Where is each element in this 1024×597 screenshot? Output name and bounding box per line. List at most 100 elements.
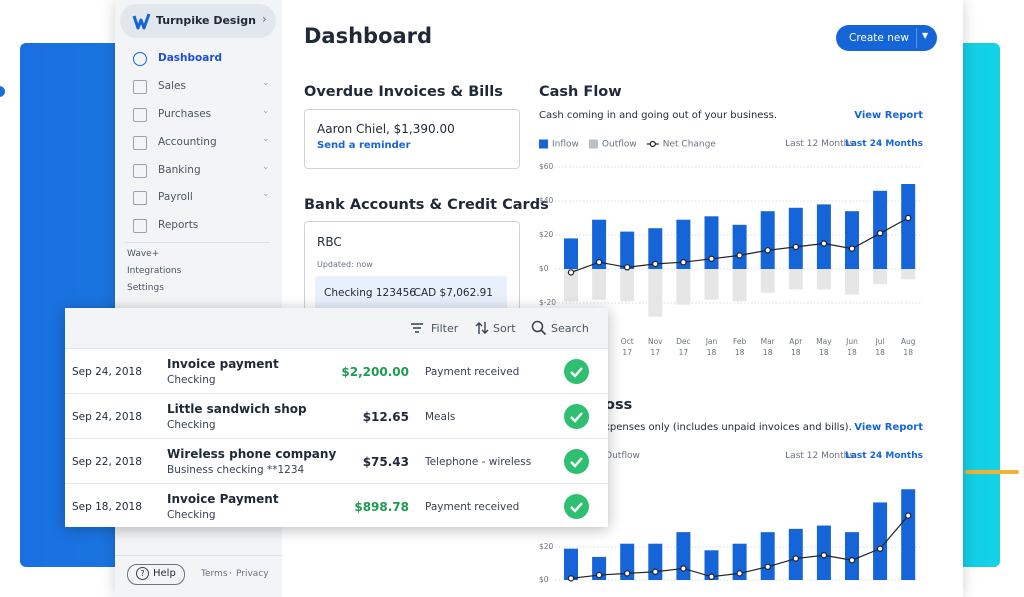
nav-item[interactable]: Reports [158,219,199,231]
range-active[interactable]: Last 24 Months [845,451,923,461]
sidebar-link[interactable]: Integrations [127,266,182,276]
bar [873,269,888,285]
view-report[interactable]: View Report [854,422,923,433]
logo [132,13,151,30]
account: Checking [167,509,216,521]
nav-item[interactable]: Accounting [158,136,217,148]
point [595,571,603,579]
y-tick-label: $-20 [539,298,556,307]
bar [901,269,916,280]
range[interactable]: Last 12 Months [785,139,854,149]
sidebar-link[interactable]: Settings [127,283,164,293]
point [595,259,603,266]
subtitle: xpenses only (includes unpaid invoices a… [604,422,852,433]
company-switcher[interactable]: Turnpike Design › [120,4,276,38]
range[interactable]: Last 12 Months [785,451,854,461]
point [764,563,771,571]
updated: Updated: now [317,260,373,269]
bar [620,543,635,580]
check [570,367,583,378]
filter[interactable]: Filter [431,322,459,335]
point [708,573,715,580]
nav-icon [133,219,147,233]
status-check [564,404,589,429]
bar [592,556,607,580]
section-title: Overdue Invoices & Bills [304,84,503,100]
sidebar-link[interactable]: Wave+ [127,249,160,259]
transaction-row[interactable]: Sep 18, 2018 Invoice Payment Checking $898.… [65,483,608,527]
search[interactable]: Search [551,322,589,335]
x-tick-label: 18 [847,348,857,357]
separator: · [229,569,232,579]
status-check [564,359,589,384]
view-report[interactable]: View Report [854,110,923,121]
transaction-row[interactable]: Sep 24, 2018 Invoice payment Checking $2,20… [65,348,608,394]
date: Sep 24, 2018 [72,411,142,423]
range-active[interactable]: Last 24 Months [845,139,923,149]
point [680,259,687,266]
x-tick-label: Jan [705,337,718,346]
x-tick-label: 18 [875,348,885,357]
point [680,565,687,572]
y-tick-label: $60 [539,162,554,171]
decor-dot [0,86,5,97]
nav-item[interactable]: Payroll [158,191,193,203]
help-label: Help [153,568,176,579]
reminder-link[interactable]: Send a reminder [317,140,411,151]
bar [845,269,859,295]
point [736,570,743,577]
bar [704,269,719,300]
bar [760,269,775,293]
transactions-panel: Filter Sort Search Sep 24, 2018 Invoice p… [65,308,608,527]
status-check [564,494,589,519]
bar [676,532,691,580]
sort[interactable]: Sort [493,322,516,335]
bar [648,228,663,269]
divider [125,242,270,243]
bar [760,211,775,269]
help-button[interactable]: ? Help [127,564,185,585]
nav-icon [133,164,147,178]
transaction-row[interactable]: Sep 22, 2018 Wireless phone company Busine… [65,438,608,484]
nav-item[interactable]: Dashboard [158,52,223,64]
bar [704,216,719,269]
bar [901,184,916,269]
caret[interactable]: ▼ [922,31,929,40]
create-button[interactable]: Create new ▼ [836,25,937,51]
transaction-row[interactable]: Sep 24, 2018 Little sandwich shop Checking… [65,393,608,439]
bar [845,532,859,580]
nav-item[interactable]: Purchases [158,108,212,120]
date: Sep 22, 2018 [72,456,142,468]
bar [620,269,635,302]
nav-item[interactable]: Sales [158,80,186,92]
nav-item[interactable]: Banking [158,164,201,176]
nav-icon [133,80,147,94]
bar [732,269,747,302]
y-tick-label: $20 [539,542,554,551]
point [792,243,800,251]
payee: Little sandwich shop [167,402,307,416]
bar [704,550,719,580]
bar [564,548,578,580]
point [708,255,715,262]
bar [788,269,803,290]
point [624,570,631,577]
payee: Invoice Payment [167,492,279,506]
point [624,264,631,271]
footer-link[interactable]: Terms [201,569,228,579]
check [570,412,583,423]
chevron: ⌄ [262,134,270,144]
legend-label: Inflow [552,140,579,150]
help-icon: ? [136,567,149,580]
nav-icon [133,191,147,205]
point [736,252,743,259]
overdue-card: Aaron Chiel, $1,390.00 Send a reminder [304,109,520,169]
footer-link[interactable]: Privacy [236,569,269,579]
x-tick-label: Aug [901,337,916,346]
sort-icon [475,322,489,334]
point [652,260,659,268]
bar [732,543,747,580]
bar [873,190,888,269]
x-tick-label: Mar [761,337,776,346]
account-row[interactable]: Checking 123456 CAD $7,062.91 [315,276,507,312]
